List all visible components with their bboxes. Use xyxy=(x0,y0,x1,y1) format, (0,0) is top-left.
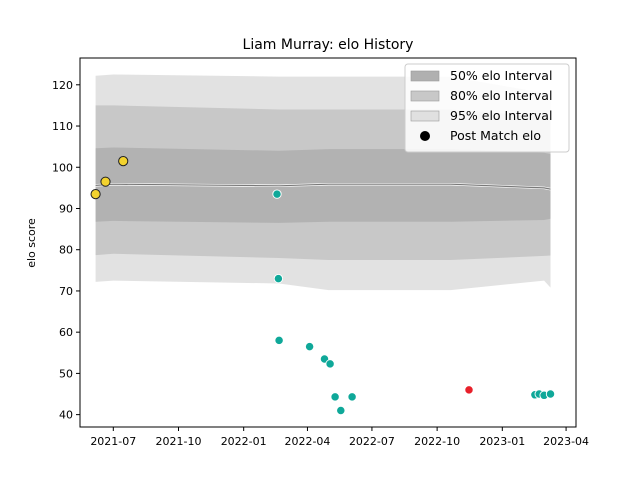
match-point-1-6 xyxy=(330,392,340,402)
y-axis: 40 50 60 70 80 90 100 110 120 xyxy=(52,79,80,422)
y-tick-label-6: 100 xyxy=(52,161,73,174)
match-point-1-3 xyxy=(304,341,315,352)
legend-swatch-2 xyxy=(410,110,440,122)
y-tick-label-4: 80 xyxy=(59,244,73,257)
match-point-1-7 xyxy=(336,405,346,416)
match-point-1-2 xyxy=(274,335,284,346)
x-tick-label-1: 2021-10 xyxy=(156,435,202,448)
x-tick-label-6: 2023-01 xyxy=(479,435,525,448)
mean-elo-line xyxy=(95,183,551,190)
plot-frame xyxy=(79,57,577,428)
legend-marker-3 xyxy=(420,131,430,141)
match-point-0-2 xyxy=(118,156,129,167)
y-tick-label-7: 110 xyxy=(52,120,73,133)
match-point-2-0 xyxy=(464,385,474,395)
match-point-1-1 xyxy=(273,273,284,284)
x-tick-label-5: 2022-10 xyxy=(414,435,460,448)
legend-label-1: 80% elo Interval xyxy=(450,88,552,103)
y-tick-label-8: 120 xyxy=(52,79,73,92)
match-point-0-1 xyxy=(100,176,111,187)
legend-swatch-1 xyxy=(410,90,440,102)
match-point-1-12 xyxy=(545,389,556,399)
match-point-1-5 xyxy=(325,359,335,369)
x-axis: 2021-07 2021-10 2022-01 2022-04 2022-07 2022-… xyxy=(90,427,589,448)
x-tick-label-0: 2021-07 xyxy=(90,435,136,448)
legend-label-3: Post Match elo xyxy=(450,128,541,143)
legend-box xyxy=(404,63,570,153)
x-tick-label-7: 2023-04 xyxy=(543,435,589,448)
chart-title: Liam Murray: elo History xyxy=(243,37,414,53)
legend: 50% elo Interval 80% elo Interval 95% elo … xyxy=(404,63,570,153)
legend-label-2: 95% elo Interval xyxy=(450,108,552,123)
y-tick-label-3: 70 xyxy=(59,285,73,298)
x-tick-label-4: 2022-07 xyxy=(349,435,395,448)
legend-label-0: 50% elo Interval xyxy=(450,68,552,83)
y-tick-label-5: 90 xyxy=(59,202,73,215)
x-tick-label-2: 2022-01 xyxy=(221,435,267,448)
x-tick-label-3: 2022-04 xyxy=(284,435,330,448)
y-tick-label-0: 40 xyxy=(59,409,73,422)
y-tick-label-2: 60 xyxy=(59,326,73,339)
legend-swatch-0 xyxy=(410,70,440,82)
match-point-1-0 xyxy=(272,189,282,199)
y-tick-label-1: 50 xyxy=(59,367,73,380)
match-point-1-8 xyxy=(347,392,357,402)
match-point-0-0 xyxy=(90,189,101,200)
y-axis-label: elo score xyxy=(25,218,38,268)
